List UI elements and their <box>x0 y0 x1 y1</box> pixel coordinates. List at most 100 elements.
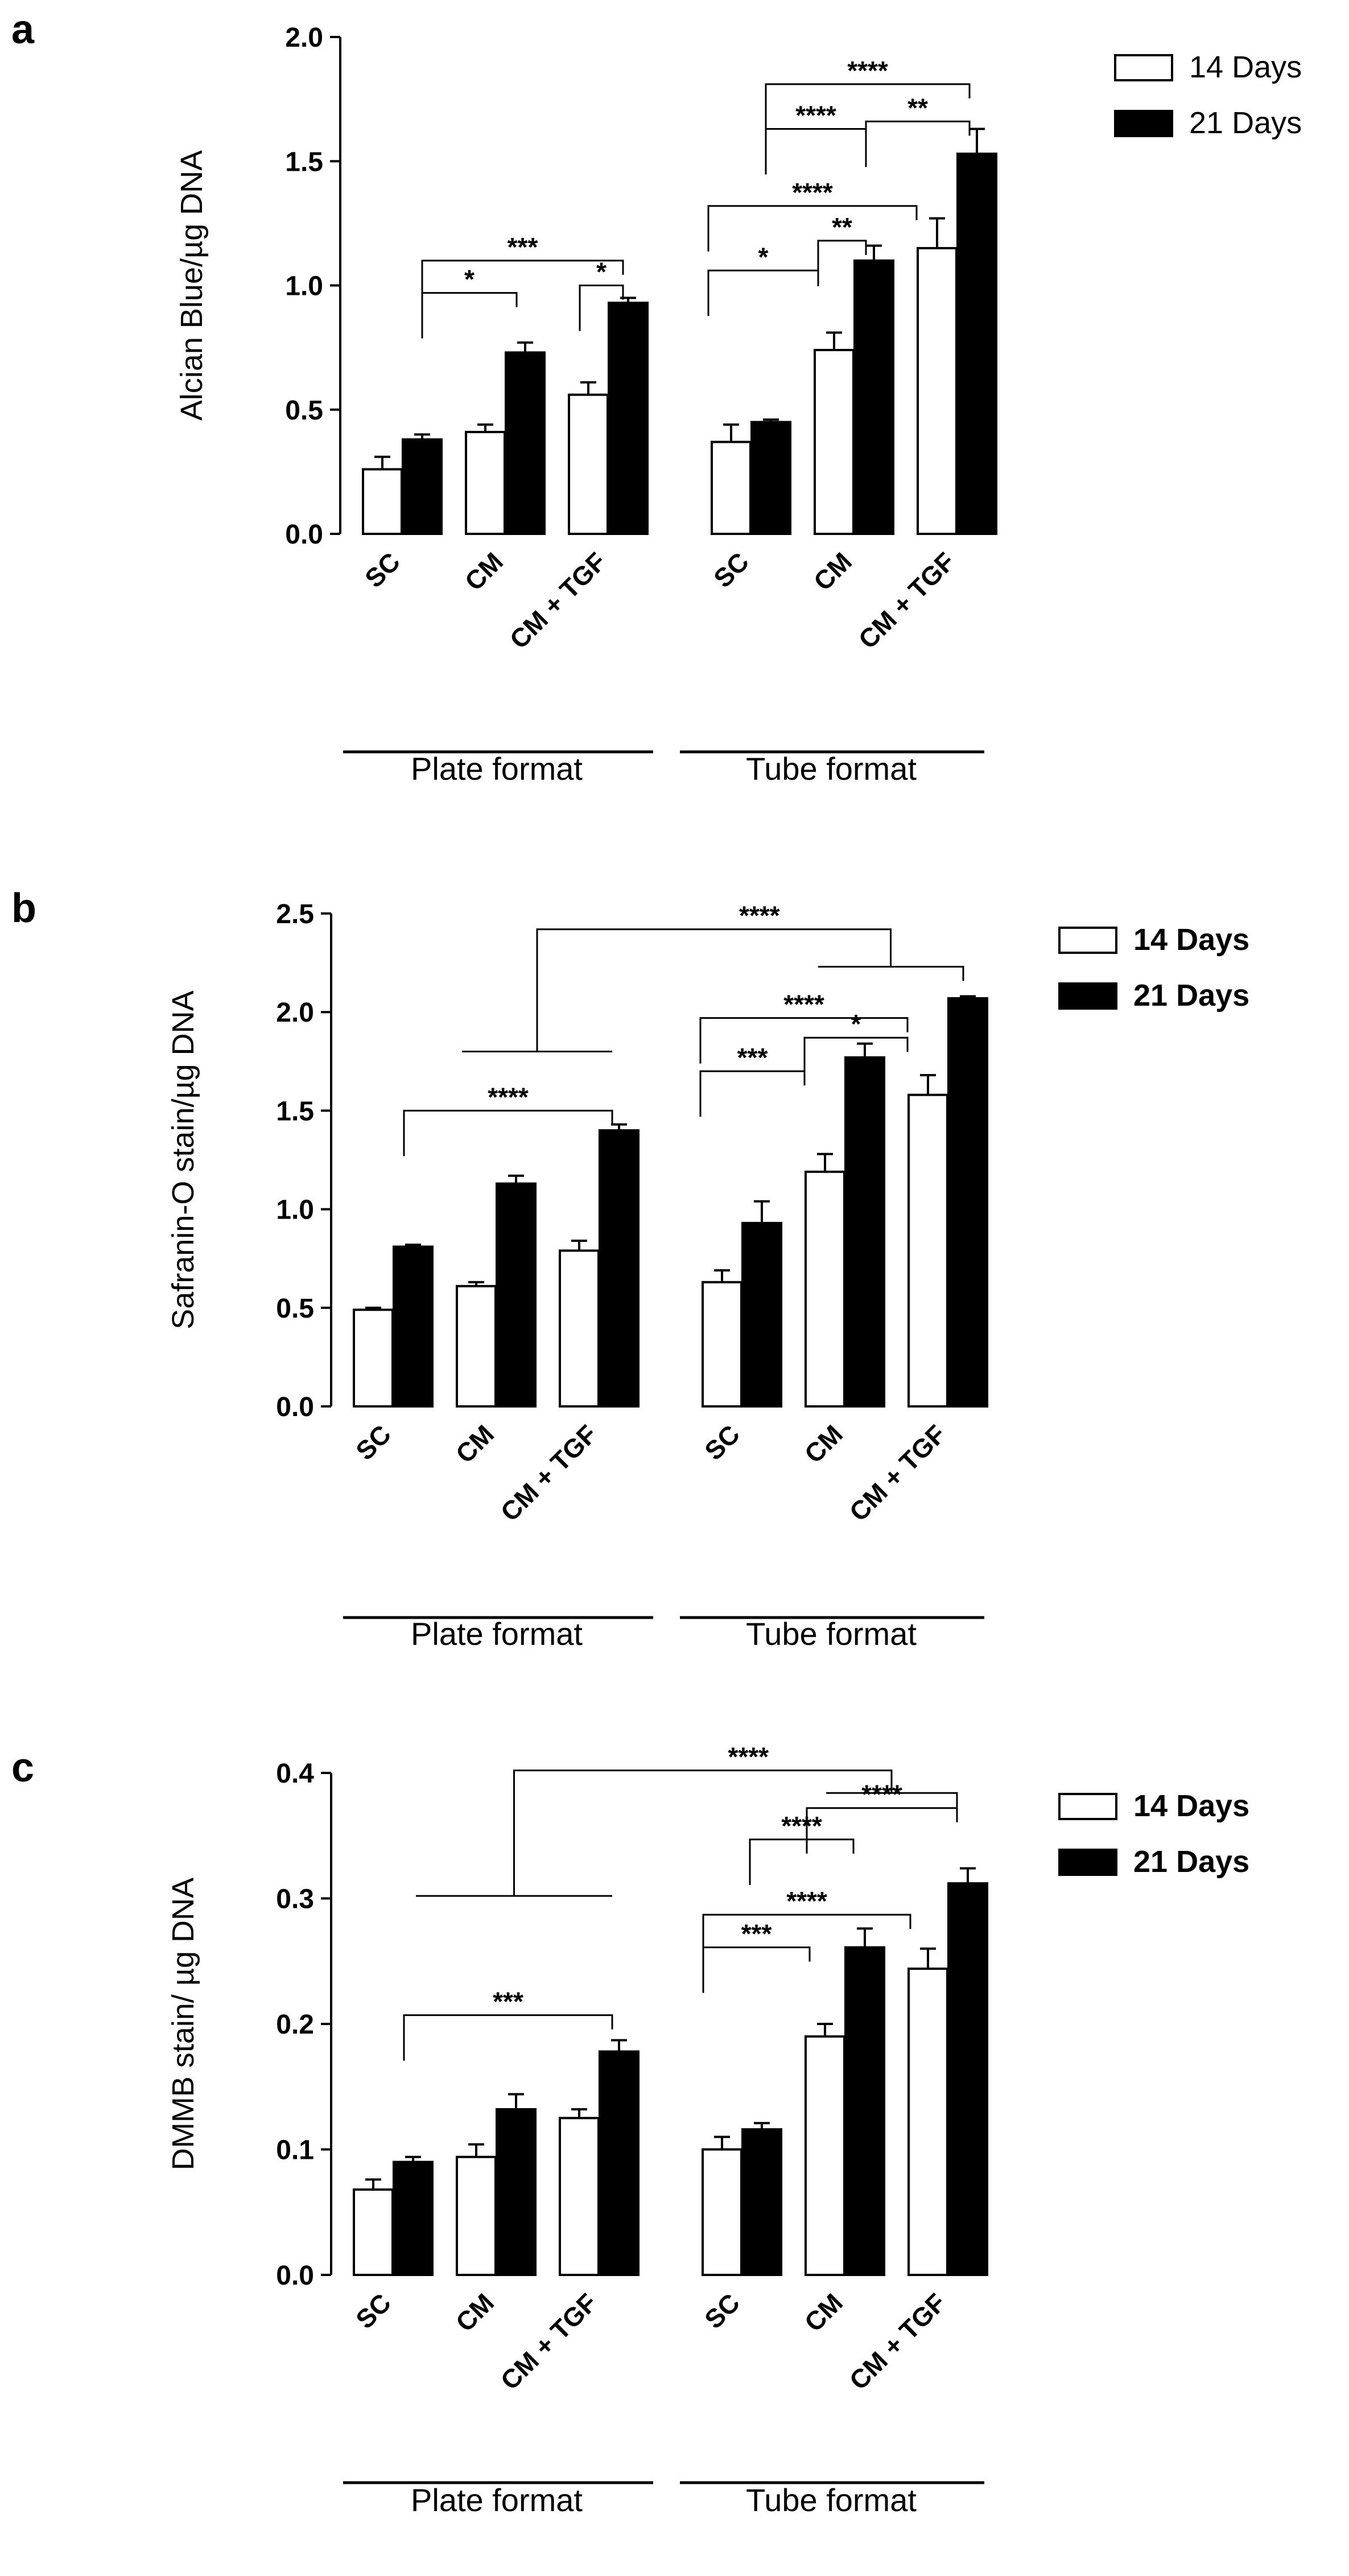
significance-bracket <box>699 1017 909 1064</box>
group-label: Plate format <box>411 1616 583 1652</box>
y-tick-label: 0.2 <box>276 2010 314 2040</box>
panel-b: b 0.0 0.5 1.0 1.5 2.0 2.5 Safranin-O stain/µg D… <box>11 886 1249 1652</box>
bar <box>496 1182 537 1408</box>
bar <box>844 1946 885 2277</box>
x-tick-label: CM + TGF <box>495 1419 603 1526</box>
bar <box>456 1285 497 1408</box>
significance-bracket <box>865 120 971 167</box>
panel-label: b <box>11 886 36 931</box>
legend-label: 21 Days <box>1189 106 1302 140</box>
panel-label: a <box>11 7 35 52</box>
significance-bracket <box>579 285 624 331</box>
x-tick-label: SC <box>708 546 754 593</box>
group-label: Tube format <box>746 751 917 787</box>
significance-label: ** <box>907 93 928 122</box>
significance-label: **** <box>861 1780 902 1809</box>
significance-label: * <box>596 257 607 287</box>
x-tick-label: SC <box>350 1419 397 1466</box>
y-tick-label: 1.5 <box>285 147 323 177</box>
y-tick-label: 1.5 <box>276 1096 314 1126</box>
legend-label: 14 Days <box>1189 50 1302 84</box>
bar <box>805 2035 845 2277</box>
legend-swatch <box>1058 1849 1117 1876</box>
x-tick-label: CM + TGF <box>504 546 612 654</box>
x-tick-label: CM <box>450 2287 500 2337</box>
x-tick-label: SC <box>359 546 406 593</box>
significance-bracket <box>806 1807 958 1854</box>
x-tick-label: CM + TGF <box>853 546 960 654</box>
bar <box>805 1170 845 1408</box>
legend-label: 14 Days <box>1133 1789 1249 1823</box>
bar <box>496 2108 537 2276</box>
significance-label: * <box>851 1009 861 1039</box>
significance-bracket <box>403 2014 613 2061</box>
significance-label: *** <box>508 232 538 262</box>
x-tick-label: CM + TGF <box>495 2287 603 2395</box>
significance-label: *** <box>737 1043 768 1072</box>
y-axis-label: Safranin-O stain/µg DNA <box>166 990 200 1329</box>
bar <box>947 1882 988 2277</box>
bar <box>844 1056 885 1408</box>
y-tick-label: 0.4 <box>276 1759 314 1789</box>
bar <box>465 431 506 535</box>
legend-swatch <box>1058 1793 1117 1820</box>
significance-bracket <box>707 205 918 252</box>
y-tick-label: 1.0 <box>285 271 323 302</box>
significance-label: **** <box>786 1886 827 1916</box>
y-tick-label: 0.5 <box>285 396 323 426</box>
bar <box>393 1245 434 1408</box>
legend-swatch <box>1058 927 1117 954</box>
bar <box>917 247 958 535</box>
bar <box>702 1281 742 1408</box>
bar <box>741 2128 782 2276</box>
significance-bracket <box>702 1946 811 1993</box>
significance-bracket <box>826 1792 958 1808</box>
bar <box>568 393 609 535</box>
significance-label: **** <box>739 901 780 931</box>
y-axis-label: Alcian Blue/µg DNA <box>175 150 209 421</box>
bar <box>599 2050 640 2276</box>
legend-label: 21 Days <box>1133 978 1249 1013</box>
x-tick-label: CM <box>459 546 509 596</box>
bar <box>599 1129 640 1408</box>
significance-bracket <box>421 260 624 306</box>
panel-label: c <box>11 1745 34 1791</box>
significance-label: **** <box>795 101 836 130</box>
significance-label: **** <box>781 1811 822 1841</box>
significance-bracket <box>403 1109 613 1157</box>
significance-label: **** <box>783 990 824 1019</box>
bar <box>353 1308 394 1408</box>
bar <box>505 351 546 535</box>
group-label: Plate format <box>411 2482 583 2518</box>
x-tick-label: CM <box>799 2287 848 2337</box>
x-tick-label: CM <box>808 546 857 596</box>
significance-bracket <box>765 128 867 175</box>
bar <box>402 438 443 535</box>
legend-label: 21 Days <box>1133 1845 1249 1879</box>
bar <box>559 2117 600 2276</box>
bar <box>711 441 752 535</box>
y-tick-label: 0.3 <box>276 1884 314 1915</box>
bar <box>853 259 894 535</box>
significance-bracket <box>707 269 819 316</box>
significance-bracket <box>421 292 518 339</box>
significance-label: **** <box>728 1742 769 1772</box>
y-axis-label: DMMB stain/ µg DNA <box>166 1878 200 2170</box>
y-tick-label: 1.0 <box>276 1195 314 1225</box>
significance-bracket <box>513 1770 893 1896</box>
significance-bracket <box>702 1914 911 1961</box>
y-tick-label: 2.0 <box>285 23 323 53</box>
x-tick-label: CM + TGF <box>844 1419 951 1526</box>
bar <box>362 468 403 536</box>
bar <box>559 1249 600 1408</box>
significance-bracket <box>818 966 964 981</box>
bar <box>956 153 997 535</box>
significance-label: * <box>758 242 769 271</box>
y-tick-label: 2.5 <box>276 899 314 929</box>
significance-label: **** <box>488 1082 529 1112</box>
bar <box>814 348 855 535</box>
x-tick-label: SC <box>699 1419 745 1466</box>
bar <box>907 1093 948 1408</box>
